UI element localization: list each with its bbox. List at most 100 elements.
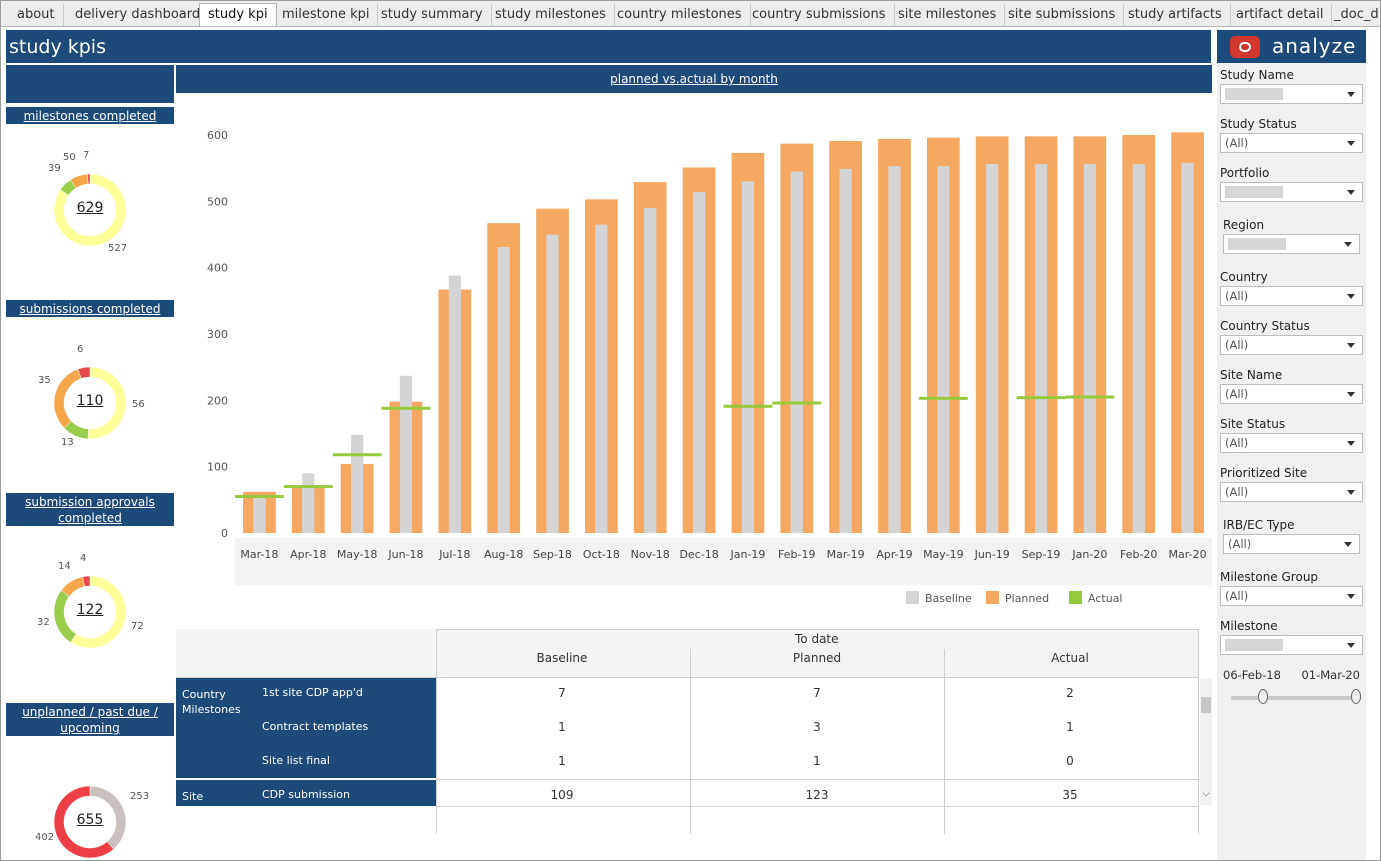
chart-title[interactable]: planned vs.actual by month <box>176 65 1212 93</box>
y-tick-label: 100 <box>207 461 228 474</box>
legend-label[interactable]: Actual <box>1088 592 1122 605</box>
baseline-bar[interactable] <box>692 192 706 533</box>
baseline-bar[interactable] <box>399 375 413 533</box>
x-axis-band <box>235 538 1212 585</box>
site-status-filter-select[interactable]: (All) <box>1220 433 1363 453</box>
study-status-filter-label: Study Status <box>1220 117 1297 131</box>
planned-vs-actual-chart: 0 100 200 300 400 500 600 Mar-18 Apr-18 May-18 Jun… <box>207 129 1212 605</box>
baseline-bar[interactable] <box>741 181 755 533</box>
milestone-filter-select[interactable] <box>1220 635 1363 655</box>
region-filter-select[interactable] <box>1223 234 1360 254</box>
baseline-bar[interactable] <box>302 473 315 533</box>
actual-marker[interactable] <box>332 453 382 457</box>
baseline-bar[interactable] <box>839 168 852 533</box>
tab-site-milestones[interactable]: site milestones <box>890 4 1006 26</box>
milestone-group-filter-select[interactable]: (All) <box>1220 586 1363 606</box>
kpi-total[interactable]: 629 <box>76 200 104 216</box>
baseline-bar[interactable] <box>1181 162 1194 534</box>
x-tick-label: Jan-19 <box>729 548 765 561</box>
legend-label[interactable]: Planned <box>1005 592 1049 605</box>
actual-marker[interactable] <box>772 401 822 405</box>
tab-site-submissions[interactable]: site submissions <box>1000 4 1125 26</box>
baseline-bar[interactable] <box>937 166 950 533</box>
tab-country-submissions[interactable]: country submissions <box>744 4 895 26</box>
baseline-bar[interactable] <box>253 495 266 533</box>
baseline-bar[interactable] <box>497 247 510 533</box>
baseline-bar[interactable] <box>1132 164 1145 533</box>
actual-marker[interactable] <box>1065 395 1115 399</box>
table-cell: 7 <box>813 686 821 700</box>
study-status-filter-select[interactable]: (All) <box>1220 133 1363 153</box>
country-status-filter-select[interactable]: (All) <box>1220 335 1363 355</box>
baseline-bar[interactable] <box>790 171 803 533</box>
tab-milestone-kpi[interactable]: milestone kpi <box>274 4 379 26</box>
baseline-bar[interactable] <box>644 207 657 533</box>
actual-marker[interactable] <box>381 406 431 410</box>
actual-marker[interactable] <box>723 404 773 408</box>
donut-segment[interactable] <box>87 173 91 185</box>
x-tick-label: Mar-18 <box>240 548 278 561</box>
donut-segment-label: 6 <box>77 344 84 355</box>
date-slider-track[interactable] <box>1231 696 1357 700</box>
donut-segment[interactable] <box>53 785 114 859</box>
tab-study-kpi[interactable]: study kpi <box>199 3 277 26</box>
tab-delivery-dashboard[interactable]: delivery dashboard <box>67 4 210 26</box>
portfolio-filter-select[interactable] <box>1220 182 1363 202</box>
kpi-title-submissions-completed[interactable]: submissions completed <box>6 300 174 317</box>
tab-study-artifacts[interactable]: study artifacts <box>1120 4 1231 26</box>
row-group-site <box>176 780 436 806</box>
site-name-filter-select[interactable]: (All) <box>1220 384 1363 404</box>
kpi-title-unplanned-past-due-upcoming[interactable]: unplanned / past due / upcoming <box>6 703 174 736</box>
site-name-filter-label: Site Name <box>1220 368 1283 382</box>
kpi-total[interactable]: 122 <box>76 602 104 618</box>
baseline-bar[interactable] <box>546 234 559 534</box>
actual-marker[interactable] <box>918 396 968 400</box>
donut-segment-label: 56 <box>132 399 145 410</box>
kpi-title-submission-approvals-completed[interactable]: submission approvals completed <box>6 493 174 526</box>
tab-study-summary[interactable]: study summary <box>373 4 492 26</box>
table-scrollbar[interactable] <box>1200 679 1212 805</box>
prioritized-site-filter-select[interactable]: (All) <box>1220 482 1363 502</box>
study-name-filter-select[interactable] <box>1220 84 1363 104</box>
chevron-down-icon <box>1344 542 1352 547</box>
baseline-bar[interactable] <box>1034 164 1048 533</box>
date-slider-start-handle[interactable] <box>1258 689 1268 704</box>
irb-ec-type-filter-select[interactable]: (All) <box>1223 534 1360 554</box>
tab-about[interactable]: about <box>9 4 64 26</box>
scrollbar-thumb[interactable] <box>1201 697 1211 713</box>
donut-segment-label: 32 <box>37 617 50 628</box>
date-slider-end-handle[interactable] <box>1351 689 1361 704</box>
legend-label[interactable]: Baseline <box>925 592 972 605</box>
x-tick-label: Jun-19 <box>974 548 1010 561</box>
country-filter-select[interactable]: (All) <box>1220 286 1363 306</box>
kpi-donut-submission-approvals-completed <box>53 575 127 649</box>
tab-artifact-detail[interactable]: artifact detail <box>1228 4 1333 26</box>
table-cell: 1 <box>558 754 566 768</box>
baseline-bar[interactable] <box>986 164 999 533</box>
baseline-bar[interactable] <box>595 224 608 534</box>
tab-study-milestones[interactable]: study milestones <box>487 4 615 26</box>
x-tick-label: May-18 <box>337 548 378 561</box>
baseline-bar[interactable] <box>1083 164 1096 533</box>
baseline-bar[interactable] <box>351 434 364 533</box>
donut-segment[interactable] <box>53 173 127 247</box>
kpi-total[interactable]: 110 <box>76 393 104 409</box>
kpi-total[interactable]: 655 <box>76 812 104 828</box>
tab-doc-d[interactable]: _doc_d <box>1326 4 1380 26</box>
donut-segment[interactable] <box>77 366 91 379</box>
tab-country-milestones[interactable]: country milestones <box>609 4 751 26</box>
country-filter-value: (All) <box>1225 289 1249 303</box>
kpi-title-milestones-completed[interactable]: milestones completed <box>6 107 174 124</box>
actual-marker[interactable] <box>1016 396 1066 400</box>
scroll-down-icon[interactable] <box>1202 789 1210 797</box>
actual-marker[interactable] <box>283 485 333 489</box>
row-label: CDP submission <box>262 788 350 801</box>
actual-marker[interactable] <box>235 495 284 499</box>
legend-swatch <box>986 591 999 604</box>
donut-segment-label: 50 <box>63 152 76 163</box>
baseline-bar[interactable] <box>888 166 901 533</box>
donut-segment[interactable] <box>82 575 91 587</box>
donut-segment-label: 4 <box>80 553 87 564</box>
baseline-bar[interactable] <box>448 275 461 533</box>
y-tick-label: 200 <box>207 394 228 407</box>
